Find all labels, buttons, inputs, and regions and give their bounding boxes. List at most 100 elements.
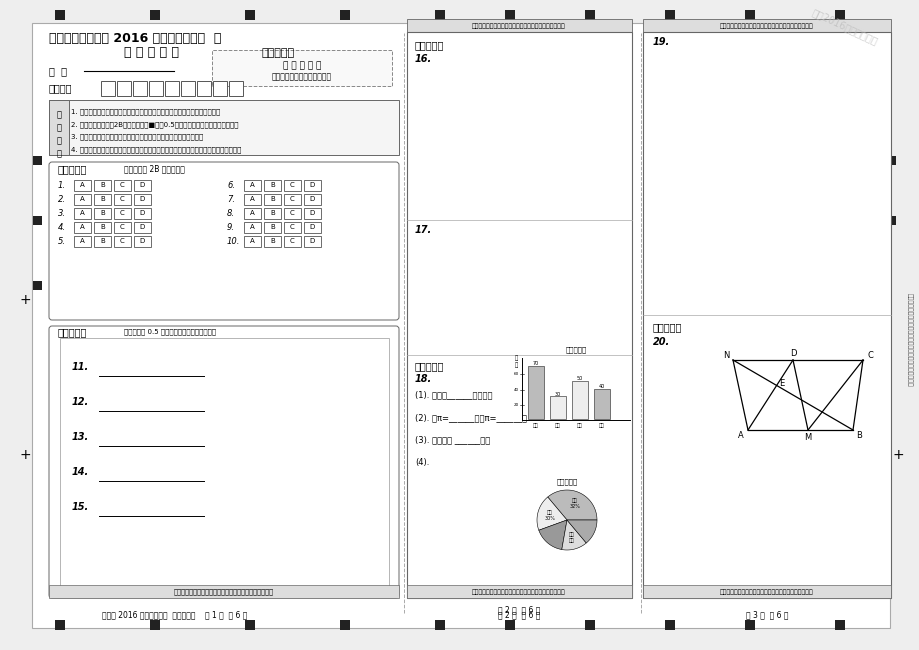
Text: (4).: (4). [414,458,429,467]
Bar [94,235,111,246]
Bar [664,620,675,630]
Text: D: D [140,224,145,230]
Text: 19.: 19. [652,37,670,47]
Text: +: + [19,293,30,307]
Bar [550,396,565,419]
Text: B: B [100,196,105,202]
Text: 人: 人 [515,355,517,361]
Text: D: D [310,224,315,230]
Text: 第 2 页  共 6 页: 第 2 页 共 6 页 [497,610,539,619]
Bar [642,585,890,598]
Text: A: A [80,238,85,244]
Text: 13.: 13. [72,432,89,442]
Text: A: A [737,432,743,441]
Text: B: B [270,182,275,188]
Text: 17.: 17. [414,225,432,235]
Text: B: B [856,432,861,441]
Bar [49,100,399,155]
Bar [244,179,261,190]
Bar [33,281,42,290]
Bar [149,81,163,96]
Bar [303,194,321,205]
Text: C: C [289,182,295,188]
Bar [244,235,261,246]
Text: B: B [100,224,105,230]
Bar [211,50,391,86]
Text: 4. 保持答卷清洁、完整，严禁折叠，严禁在答题卡件任何标记，不使用涂改液和修正带。: 4. 保持答卷清洁、完整，严禁折叠，严禁在答题卡件任何标记，不使用涂改液和修正带… [71,146,241,153]
Text: D: D [310,238,315,244]
Bar [33,156,42,165]
Bar [264,194,280,205]
Text: D: D [789,348,795,358]
Text: 1.: 1. [58,181,66,190]
Text: C: C [289,224,295,230]
Text: 文学: 文学 [532,422,539,428]
Text: 30: 30 [554,392,561,396]
Text: 20.: 20. [652,337,670,347]
Text: 四、解答题: 四、解答题 [414,361,444,371]
Text: N: N [722,350,729,359]
Text: 8.: 8. [227,209,234,218]
Text: 请在各题目的答题区域内作答，超出答题区域的答案无效: 请在各题目的答题区域内作答，超出答题区域的答案无效 [720,589,813,595]
Bar [284,235,301,246]
Text: 15.: 15. [72,502,89,512]
FancyBboxPatch shape [49,326,399,598]
Text: B: B [270,238,275,244]
Bar [303,179,321,190]
Text: A: A [250,238,255,244]
Text: 请在各题目的答题区域内作答，超出答题区域的答案无效: 请在各题目的答题区域内作答，超出答题区域的答案无效 [471,589,565,595]
Text: 艺木: 艺木 [554,422,561,428]
Text: 赵中初 2016 届模拟诊断三  数学答题卡    第 1 页  共 6 页: 赵中初 2016 届模拟诊断三 数学答题卡 第 1 页 共 6 页 [102,610,247,619]
Bar [303,207,321,218]
Text: 赵中2016数学中考模板: 赵中2016数学中考模板 [810,7,879,47]
Bar [49,100,69,155]
Bar [114,207,130,218]
Bar [264,207,280,218]
Text: D: D [310,210,315,216]
Text: 一、选择题: 一、选择题 [58,164,87,174]
Text: B: B [270,210,275,216]
Bar [33,216,42,225]
Text: 意: 意 [56,124,62,133]
Text: C: C [289,210,295,216]
Bar [49,585,399,598]
Bar [244,10,255,20]
Text: 60: 60 [513,372,518,376]
Bar [133,81,147,96]
Text: 9.: 9. [227,222,234,231]
Text: 乙木
艺志: 乙木 艺志 [568,532,573,543]
Text: 其他: 其他 [598,422,604,428]
Bar [642,19,890,32]
Text: 70: 70 [532,361,539,367]
Bar [584,620,595,630]
Bar [340,10,349,20]
Bar [284,179,301,190]
Text: D: D [310,196,315,202]
Text: C: C [866,350,872,359]
Bar [435,620,445,630]
Bar [94,222,111,233]
Text: 20: 20 [513,403,518,407]
Bar [744,10,754,20]
Bar [134,207,151,218]
Bar [114,179,130,190]
Bar [886,156,895,165]
Text: 准考证号: 准考证号 [49,83,73,93]
Bar [244,194,261,205]
Bar [134,235,151,246]
Text: A: A [80,182,85,188]
Bar [406,585,631,598]
Text: A: A [80,196,85,202]
Text: D: D [140,196,145,202]
Bar [406,19,631,32]
Text: 数: 数 [515,362,517,368]
Text: 11.: 11. [72,362,89,372]
Bar [340,620,349,630]
Bar [134,222,151,233]
Bar [101,81,115,96]
Bar [284,222,301,233]
Polygon shape [547,490,596,520]
Bar [197,81,210,96]
Text: 40: 40 [598,384,605,389]
Text: 五、解答题: 五、解答题 [652,322,682,332]
